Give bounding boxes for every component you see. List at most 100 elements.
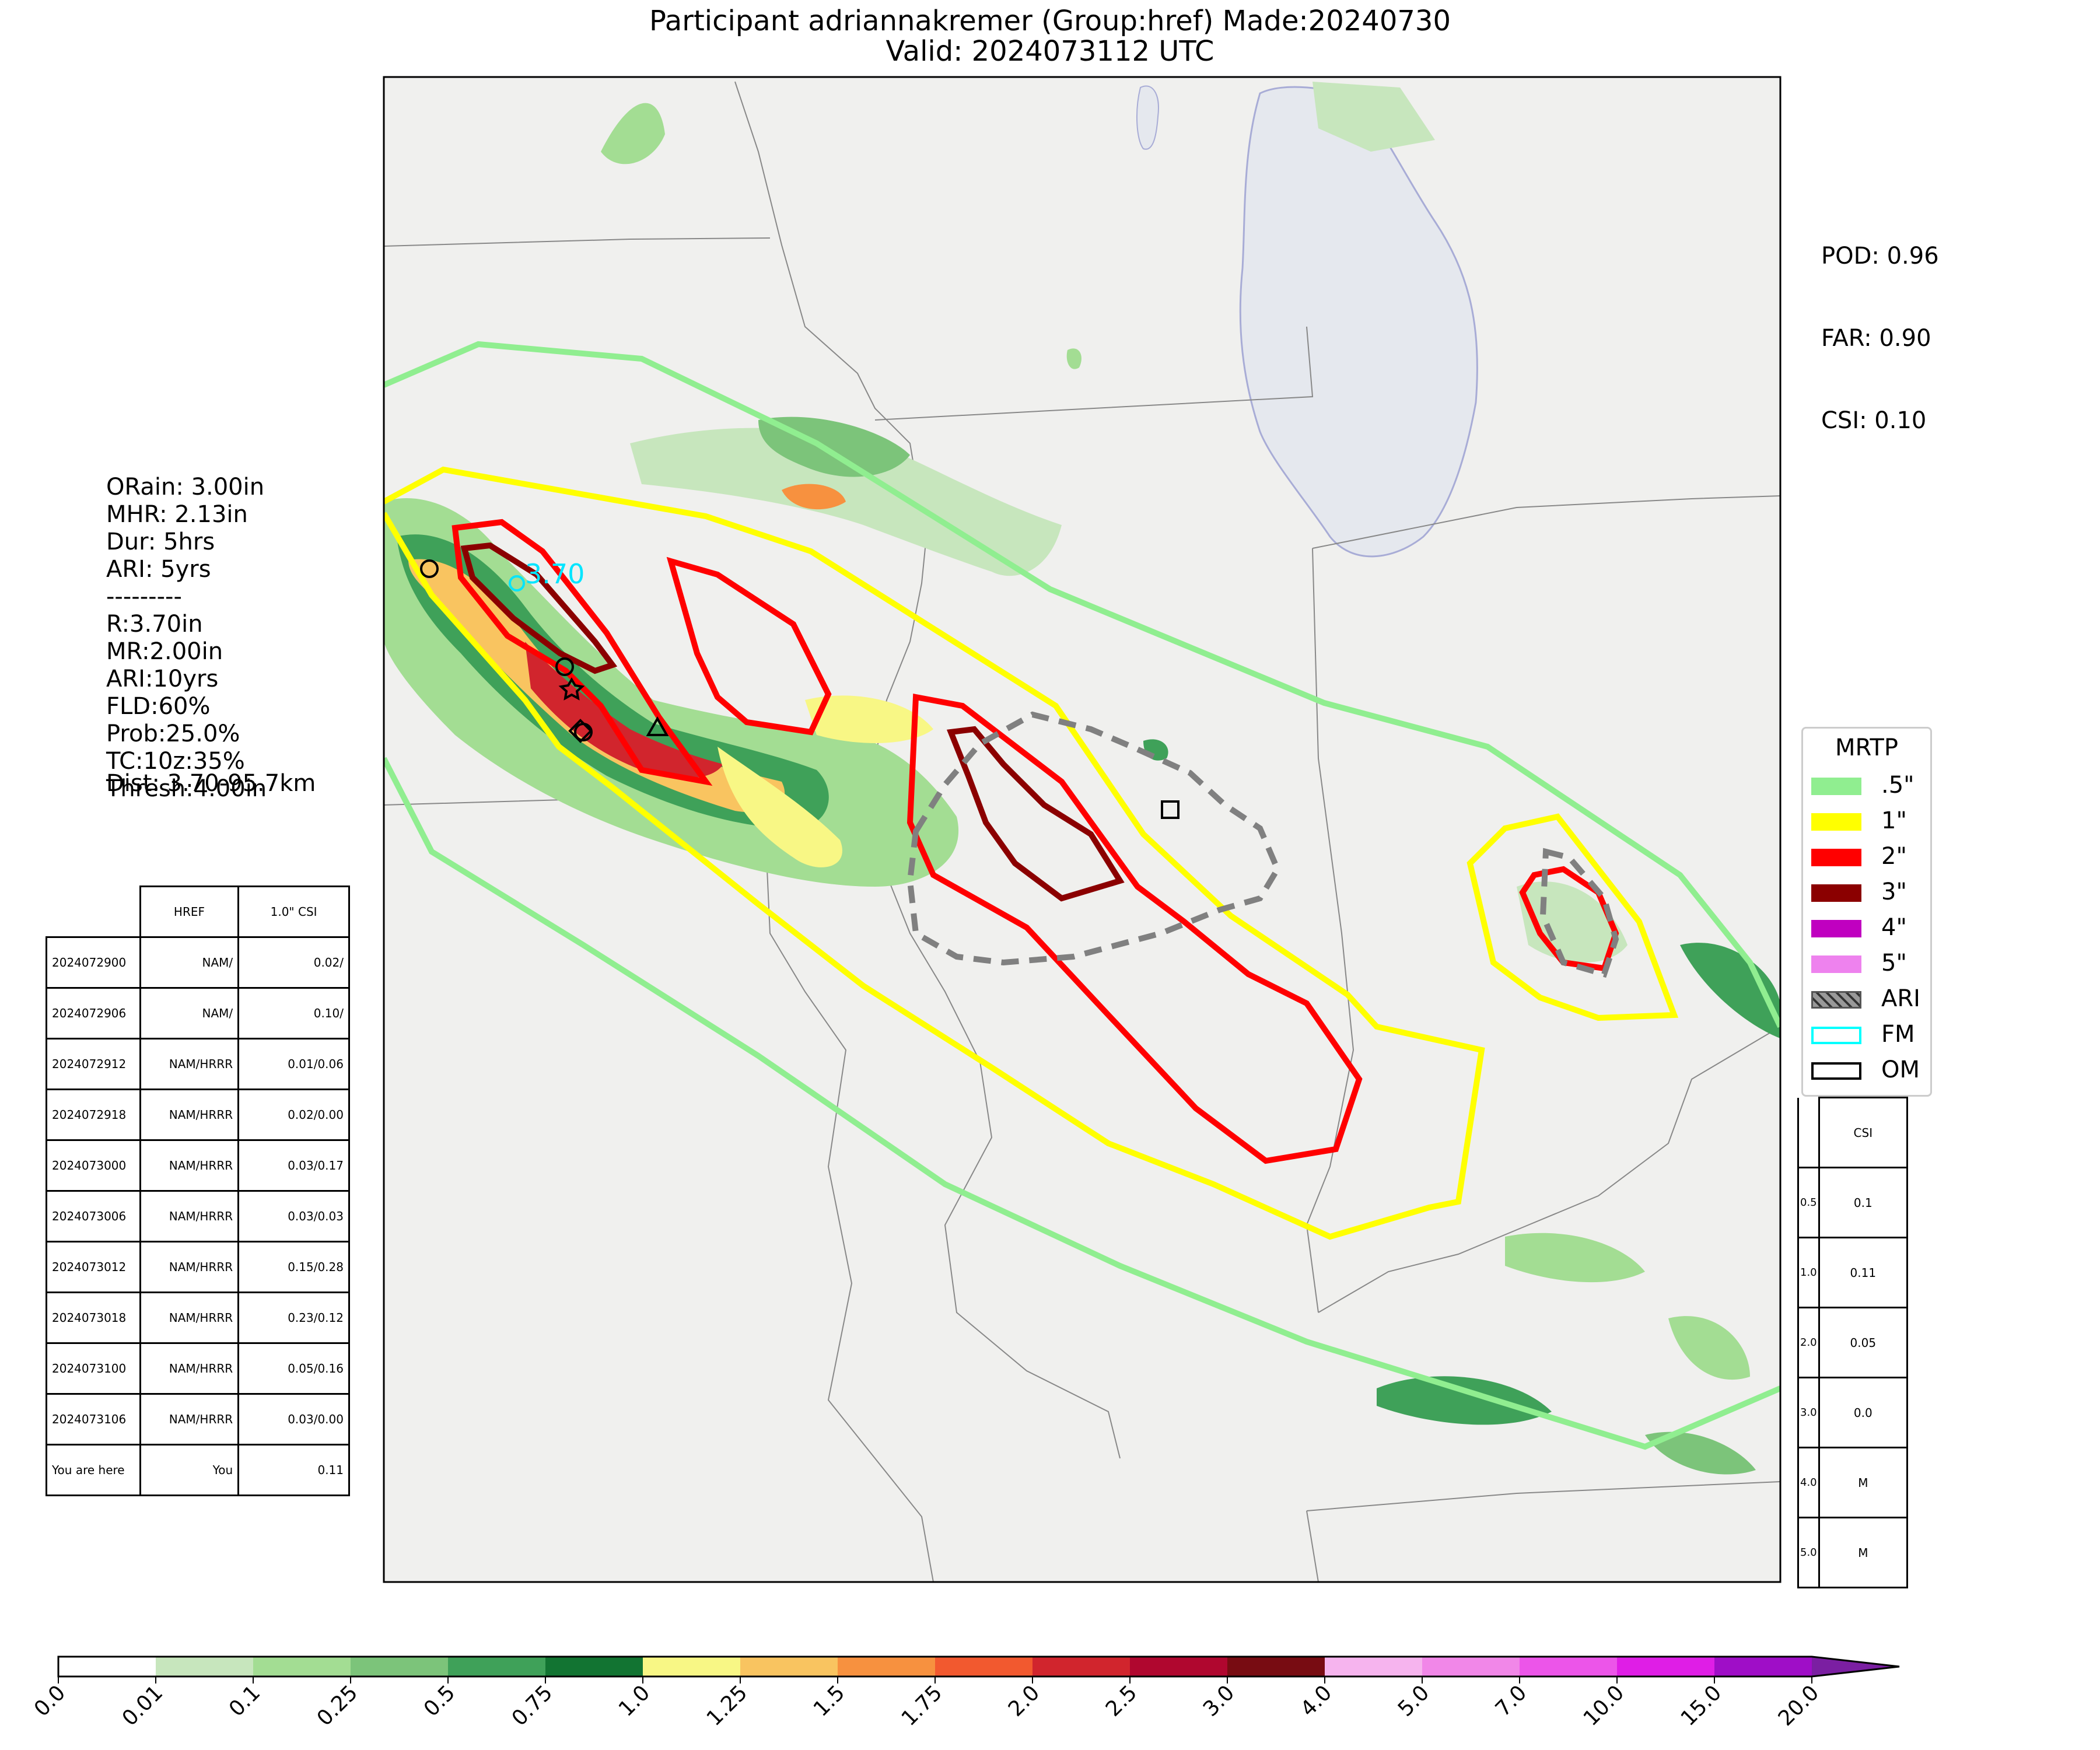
obs-star-marker [558, 677, 585, 701]
info-line: ORain: 3.00in [106, 474, 265, 501]
colorbar-tick-label: 0.01 [118, 1681, 168, 1731]
obs-circle-marker [555, 657, 574, 676]
contour-two-inch-mid [666, 556, 832, 736]
table-cell: 3.0 [1797, 1377, 1820, 1448]
observation-markers [420, 559, 1180, 819]
colorbar-segment [545, 1657, 643, 1676]
table-cell: M [1818, 1447, 1909, 1518]
map-title: Participant adriannakremer (Group:href) … [649, 5, 1451, 37]
map-frame [383, 76, 1782, 1583]
legend-title: MRTP [1835, 734, 1898, 761]
csi-history-table: HREF 1.0" CSI 2024072900 NAM/0.02/202407290… [46, 886, 350, 1496]
verification-stats: POD: 0.96 FAR: 0.90 CSI: 0.10 [1821, 188, 1939, 462]
colorbar-segment [1714, 1657, 1812, 1676]
table-row: 1.0 0.11 [1797, 1237, 1909, 1308]
colorbar-segment [156, 1657, 253, 1676]
table-cell: NAM/HRRR [139, 1139, 240, 1192]
table-row: 2024073018 NAM/HRRR 0.23/0.12 [46, 1292, 350, 1344]
csi-stat: CSI: 0.10 [1821, 407, 1927, 434]
table-cell: NAM/ [139, 936, 240, 989]
colorbar [57, 1656, 1900, 1684]
table-row: 2024072918 NAM/HRRR 0.02/0.00 [46, 1088, 350, 1141]
legend-swatch [1811, 778, 1861, 795]
table-cell: 0.15/0.28 [237, 1241, 350, 1293]
colorbar-segment [740, 1657, 838, 1676]
table-header-cell: CSI [1818, 1097, 1909, 1168]
colorbar-tick-label: 5.0 [1394, 1681, 1434, 1721]
fm-marker [509, 575, 525, 592]
info-line: FLD:60% [106, 693, 211, 720]
table-row: 5.0 M [1797, 1517, 1909, 1588]
table-row: 3.0 0.0 [1797, 1377, 1909, 1448]
table-cell: 2024072900 [46, 936, 141, 989]
table-row: 2024072900 NAM/0.02/ [46, 936, 350, 989]
table-cell: 0.01/0.06 [237, 1038, 350, 1090]
table-row: 2024073000 NAM/HRRR 0.03/0.17 [46, 1139, 350, 1192]
colorbar-tick-label: 0.5 [419, 1681, 460, 1721]
legend-label: ARI [1881, 985, 1920, 1012]
info-line: TC:10z:35% [106, 748, 245, 775]
table-cell: NAM/HRRR [139, 1088, 240, 1141]
contour-two-inch-east [907, 694, 1363, 1164]
table-header-cell: 1.0" CSI [237, 886, 350, 938]
colorbar-tick-label: 4.0 [1296, 1681, 1336, 1721]
colorbar-tick-label: 1.25 [702, 1681, 752, 1731]
info-line: R:3.70in [106, 611, 203, 638]
table-cell: 1.0 [1797, 1237, 1820, 1308]
table-cell: 2024073012 [46, 1241, 141, 1293]
colorbar-tick-label: 1.5 [809, 1681, 849, 1721]
info-line: --------- [106, 583, 182, 610]
colorbar-tick-label: 7.0 [1491, 1681, 1531, 1721]
colorbar-segment [643, 1657, 740, 1676]
colorbar-tick-label: 0.1 [225, 1681, 265, 1721]
table-cell: 2024072918 [46, 1088, 141, 1141]
table-cell: 0.05/0.16 [237, 1342, 350, 1395]
table-cell: 0.05 [1818, 1307, 1909, 1378]
table-cell: 0.10/ [237, 987, 350, 1040]
table-cell: 5.0 [1797, 1517, 1820, 1588]
table-row: 4.0 M [1797, 1447, 1909, 1518]
table-header-cell [1797, 1097, 1820, 1168]
contour-one-inch-east [1466, 813, 1679, 1021]
table-cell: 0.02/ [237, 936, 350, 989]
table-cell: 2024073100 [46, 1342, 141, 1395]
ari-contour-east [1539, 848, 1619, 978]
table-cell: 0.0 [1818, 1377, 1909, 1448]
legend-swatch [1811, 956, 1861, 973]
table-header-row: CSI [1797, 1097, 1909, 1168]
legend-label: OM [1881, 1056, 1920, 1083]
colorbar-tick-label: 10.0 [1579, 1681, 1629, 1731]
table-cell: 0.02/0.00 [237, 1088, 350, 1141]
colorbar-tick-label: 1.75 [897, 1681, 947, 1731]
colorbar-tick-label: 20.0 [1774, 1681, 1824, 1731]
table-cell: 0.5 [1797, 1167, 1820, 1238]
table-row: You are here You 0.11 [46, 1444, 350, 1496]
info-line: Thresh:4.00in [106, 775, 267, 802]
legend-swatch [1811, 813, 1861, 831]
info-line: MHR: 2.13in [106, 501, 248, 528]
colorbar-segment [838, 1657, 935, 1676]
table-cell: You are here [46, 1444, 141, 1496]
contour-two-inch-nw [452, 519, 713, 786]
contour-half-inch [384, 341, 1780, 1450]
table-cell: You [139, 1444, 240, 1496]
distance-text: Dist: 3.70-95.7km [106, 770, 316, 797]
colorbar-segment [1617, 1657, 1714, 1676]
colorbar-extend-arrow [1812, 1657, 1899, 1676]
obs-circle-marker [420, 559, 439, 578]
legend-label: .5" [1881, 772, 1915, 799]
table-cell: NAM/HRRR [139, 1190, 240, 1242]
colorbar-labels: 0.0 0.01 0.1 0.25 0.5 0.75 1.0 1.25 1.5 1.75 2.0 2.… [30, 1681, 1824, 1731]
fm-annotation: 3.70 [525, 558, 584, 590]
csi-by-threshold-table: CSI 0.5 0.1 1.0 0.11 2.0 0.05 3.0 0.0 4.0 M 5.0 M [1797, 1097, 1909, 1588]
table-cell: NAM/HRRR [139, 1038, 240, 1090]
table-cell: 2024073006 [46, 1190, 141, 1242]
colorbar-tick-label: 3.0 [1199, 1681, 1239, 1721]
legend-item: .5" [1811, 768, 1928, 803]
obs-diamond-marker [568, 719, 593, 743]
legend-label: 5" [1881, 950, 1907, 977]
table-cell: 2024072906 [46, 987, 141, 1040]
legend-item: ARI [1811, 982, 1928, 1017]
colorbar-segment [935, 1657, 1032, 1676]
table-cell: 2024073106 [46, 1393, 141, 1446]
